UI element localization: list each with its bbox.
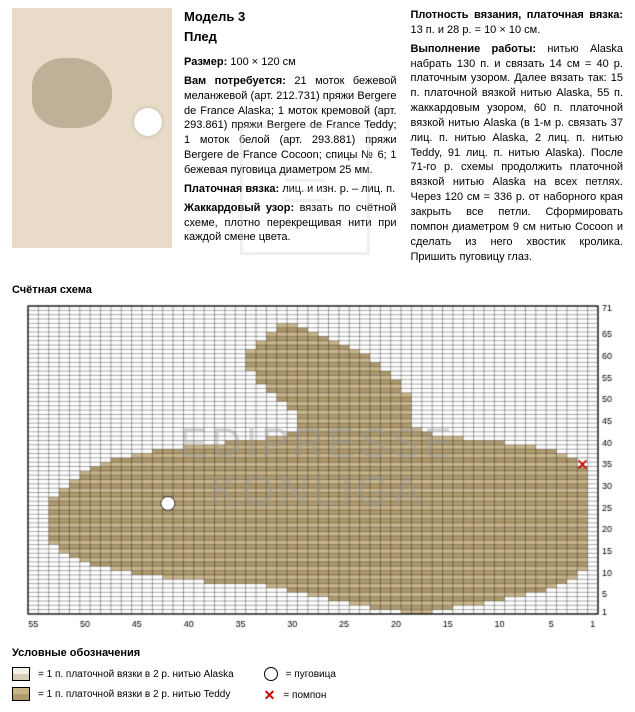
legend-item-pompon: ✕ = помпон [264,687,336,704]
legend-teddy-text: = 1 п. платочной вязки в 2 р. нитью Tedd… [38,689,230,700]
legend-title: Условные обозначения [12,647,623,659]
knitting-chart [12,300,624,630]
size-label: Размер: [184,56,227,68]
model-name: Плед [184,28,397,46]
instructions-label: Выполнение работы: [411,43,537,55]
materials-label: Вам потребуется: [184,75,286,87]
legend-item-alaska: = 1 п. платочной вязки в 2 р. нитью Alas… [12,667,234,681]
stitch-text: лиц. и изн. р. – лиц. п. [282,183,395,195]
swatch-alaska-icon [12,667,30,681]
density-label: Плотность вязания, платочная вязка: [411,9,624,21]
materials-text: 21 моток бежевой меланжевой (арт. 212.73… [184,75,397,176]
text-column-1: Модель 3 Плед Размер: 100 × 120 см Вам п… [184,8,397,268]
stitch-label: Платочная вязка: [184,183,279,195]
chart-container: EDIPRESSE KONLIGA [12,300,623,633]
legend-button-text: = пуговица [286,669,336,680]
instructions-text: нитью Alaska набрать 130 п. и связать 14… [411,43,624,263]
jacquard-label: Жаккардовый узор: [184,202,294,214]
size-value: 100 × 120 см [230,56,295,68]
legend-alaska-text: = 1 п. платочной вязки в 2 р. нитью Alas… [38,669,234,680]
density-text: 13 п. и 28 р. = 10 × 10 см. [411,24,541,36]
legend-item-teddy: = 1 п. платочной вязки в 2 р. нитью Tedd… [12,687,234,701]
circle-icon [264,667,278,681]
legend-item-button: = пуговица [264,667,336,681]
swatch-teddy-icon [12,687,30,701]
model-label: Модель 3 [184,8,397,26]
product-photo [12,8,172,248]
chart-title: Счётная схема [12,284,623,296]
text-column-2: Плотность вязания, платочная вязка: 13 п… [411,8,624,268]
x-icon: ✕ [264,687,276,704]
legend: = 1 п. платочной вязки в 2 р. нитью Alas… [12,667,623,704]
